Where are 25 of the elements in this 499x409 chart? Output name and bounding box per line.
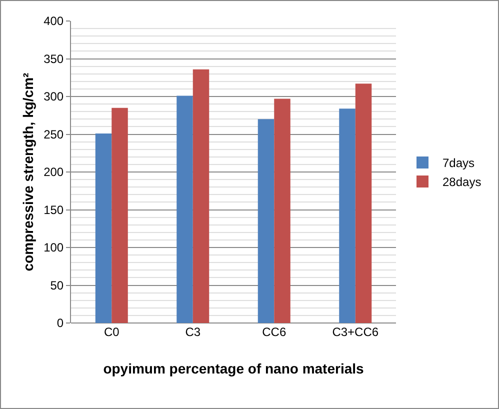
- bar: [192, 69, 210, 323]
- y-tick-label: 200: [44, 165, 64, 180]
- bar: [258, 119, 274, 323]
- y-tick-label: 300: [44, 90, 64, 104]
- bar: [274, 98, 290, 323]
- bar: [176, 96, 193, 323]
- y-tick-label: 150: [44, 202, 64, 217]
- y-tick-label: 350: [44, 52, 64, 66]
- x-tick-label: C3+CC6: [332, 325, 379, 339]
- bar: [95, 134, 112, 323]
- x-axis-title: opyimum percentage of nano materials: [103, 360, 364, 376]
- x-tick-label: C0: [104, 325, 120, 339]
- y-tick-label: 0: [56, 316, 64, 330]
- y-tick-label: 100: [44, 240, 64, 255]
- x-tick-label: C3: [185, 325, 201, 339]
- x-tick-label: CC6: [262, 325, 286, 339]
- y-tick-label: 50: [50, 278, 64, 292]
- y-axis-title: compressive strength, kg/cm²: [20, 72, 36, 272]
- bar: [112, 108, 128, 323]
- y-tick-label: 250: [44, 127, 64, 142]
- bar: [355, 84, 372, 323]
- y-tick-label: 400: [44, 14, 64, 28]
- legend-label: 7days: [442, 156, 475, 170]
- legend-label: 28days: [442, 175, 482, 190]
- bar: [339, 108, 356, 323]
